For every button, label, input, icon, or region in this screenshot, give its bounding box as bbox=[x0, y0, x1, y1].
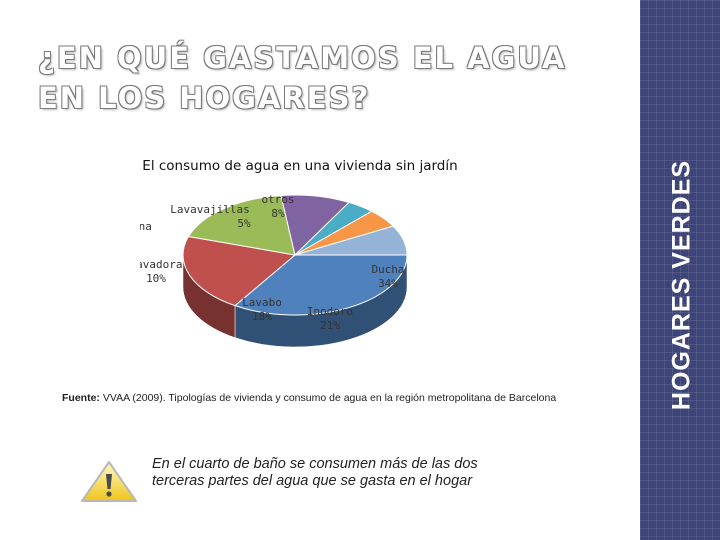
source-citation: Fuente: VVAA (2009). Tipologías de vivie… bbox=[62, 392, 556, 404]
pie-label-lavadora: Lavadora bbox=[140, 258, 182, 271]
pie-label-cocina: Cocina bbox=[140, 220, 152, 233]
sidebar-band bbox=[640, 0, 720, 540]
warning-triangle-icon bbox=[81, 461, 137, 502]
pie-label-inodoro: Inodoro bbox=[307, 305, 353, 318]
slide-title: ¿EN QUÉ GASTAMOS EL AGUA EN LOS HOGARES? bbox=[38, 41, 567, 115]
pie-value-lavavajillas: 5% bbox=[237, 217, 251, 230]
pie-value-lavadora: 10% bbox=[146, 272, 166, 285]
pie-label-lavabo: Lavabo bbox=[242, 296, 282, 309]
pie-label-otros: otros bbox=[261, 193, 294, 206]
pie-slice-otros bbox=[294, 225, 408, 256]
pie-value-lavabo: 18% bbox=[252, 310, 272, 323]
pie-slice-lavabo bbox=[187, 194, 296, 256]
pie-value-inodoro: 21% bbox=[320, 319, 340, 332]
note-text: En el cuarto de baño se consumen más de … bbox=[152, 456, 478, 489]
source-label: Fuente: bbox=[62, 392, 100, 404]
pie-label-ducha: Ducha bbox=[371, 263, 404, 276]
pie-value-ducha: 34% bbox=[378, 277, 398, 290]
pie-value-otros: 8% bbox=[271, 207, 285, 220]
sidebar-label: HOGARES VERDES bbox=[667, 159, 696, 411]
pie-label-lavavajillas: Lavavajillas bbox=[170, 203, 249, 216]
chart-title: El consumo de agua en una vivienda sin j… bbox=[142, 158, 458, 174]
pie-slice-inodoro bbox=[182, 235, 297, 307]
source-text: VVAA (2009). Tipologías de vivienda y co… bbox=[102, 392, 557, 404]
pie-top bbox=[182, 194, 408, 316]
